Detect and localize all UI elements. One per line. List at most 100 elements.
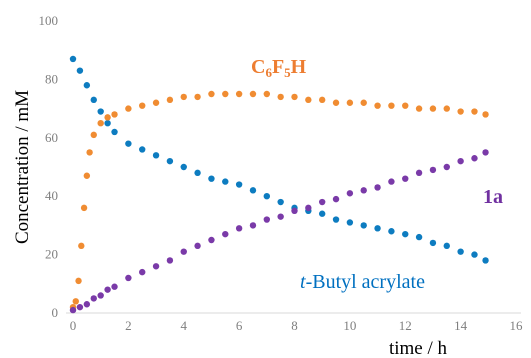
data-point xyxy=(180,93,187,101)
data-point xyxy=(111,283,118,290)
data-point xyxy=(83,172,91,179)
data-point xyxy=(402,102,409,109)
series-c6f5h xyxy=(69,90,489,311)
data-point xyxy=(180,248,187,255)
data-point xyxy=(482,149,489,156)
y-tick-label: 80 xyxy=(45,71,58,86)
data-point xyxy=(152,152,160,159)
data-point xyxy=(166,157,174,165)
data-point xyxy=(125,105,132,112)
annotation-1a: 1a xyxy=(483,186,503,208)
data-point xyxy=(402,230,409,238)
data-point xyxy=(152,99,160,106)
data-point xyxy=(166,96,174,104)
data-point xyxy=(90,295,97,302)
data-point xyxy=(374,102,381,109)
data-point xyxy=(208,175,215,182)
data-point xyxy=(139,146,146,153)
data-point xyxy=(194,93,201,101)
data-point xyxy=(360,99,367,106)
y-axis-title: Concentration / mM xyxy=(12,90,33,244)
data-point xyxy=(402,175,409,182)
y-axis-label: Concentration / mM xyxy=(12,90,33,244)
data-point xyxy=(90,131,97,139)
data-point xyxy=(415,105,423,112)
data-point xyxy=(388,228,395,235)
x-tick-label: 14 xyxy=(454,318,468,333)
data-point xyxy=(194,242,201,250)
data-point xyxy=(277,213,284,220)
y-tick-label: 100 xyxy=(39,13,59,28)
data-point xyxy=(208,90,215,98)
x-tick-label: 2 xyxy=(125,318,132,333)
data-point xyxy=(429,239,437,247)
data-point xyxy=(305,204,312,212)
data-point xyxy=(318,210,326,217)
data-point xyxy=(75,277,82,285)
data-point xyxy=(482,111,489,118)
annotation-t-butyl-acrylate: t-Butyl acrylate xyxy=(300,271,425,293)
data-point xyxy=(443,163,450,171)
data-point xyxy=(166,257,174,264)
data-point xyxy=(443,105,450,112)
data-point xyxy=(76,303,84,311)
data-point xyxy=(291,207,298,214)
data-point xyxy=(104,120,111,127)
data-point xyxy=(76,67,84,74)
y-tick-labels: 0 20 40 60 80 100 xyxy=(39,13,59,320)
data-point xyxy=(125,274,132,282)
data-point xyxy=(415,169,423,177)
data-point xyxy=(235,181,243,188)
data-point xyxy=(83,82,91,89)
data-point xyxy=(374,184,381,191)
data-point xyxy=(263,193,271,200)
data-point xyxy=(235,225,243,232)
x-tick-label: 8 xyxy=(291,318,298,333)
x-tick-label: 16 xyxy=(510,318,524,333)
data-point xyxy=(457,108,464,115)
data-point xyxy=(69,55,77,63)
data-point xyxy=(346,190,354,197)
data-point xyxy=(104,114,111,121)
x-tick-label: 6 xyxy=(236,318,243,333)
data-point xyxy=(277,198,284,206)
data-point xyxy=(471,155,478,162)
x-tick-label: 12 xyxy=(399,318,412,333)
data-point xyxy=(429,166,437,174)
data-point xyxy=(72,298,79,305)
data-point xyxy=(104,286,111,293)
data-point xyxy=(78,242,85,250)
data-point xyxy=(457,248,464,255)
data-point xyxy=(97,120,104,127)
data-point xyxy=(83,301,91,308)
y-tick-label: 60 xyxy=(45,130,58,145)
data-point xyxy=(374,225,381,232)
data-point xyxy=(222,230,229,238)
data-point xyxy=(360,222,367,229)
data-point xyxy=(222,90,229,98)
data-point xyxy=(222,178,229,185)
x-tick-label: 10 xyxy=(343,318,356,333)
data-point xyxy=(90,96,97,104)
data-point xyxy=(291,93,298,101)
data-point xyxy=(86,149,93,156)
data-point xyxy=(318,198,326,206)
data-point xyxy=(360,187,367,194)
series-t-butyl-acrylate xyxy=(69,55,489,264)
data-point xyxy=(111,111,118,118)
data-point xyxy=(388,178,395,185)
data-point xyxy=(263,90,271,98)
data-point xyxy=(263,216,271,223)
data-point xyxy=(318,96,326,104)
x-tick-labels: 0 2 4 6 8 10 12 14 16 xyxy=(70,318,523,333)
x-tick-label: 4 xyxy=(181,318,188,333)
annotation-c6f5h: C6F5H xyxy=(251,56,307,80)
data-point xyxy=(332,99,340,106)
data-point xyxy=(80,204,88,212)
data-point xyxy=(471,108,478,115)
data-point xyxy=(180,163,187,171)
data-point xyxy=(388,102,395,109)
data-point xyxy=(69,306,77,314)
data-point xyxy=(97,292,104,299)
